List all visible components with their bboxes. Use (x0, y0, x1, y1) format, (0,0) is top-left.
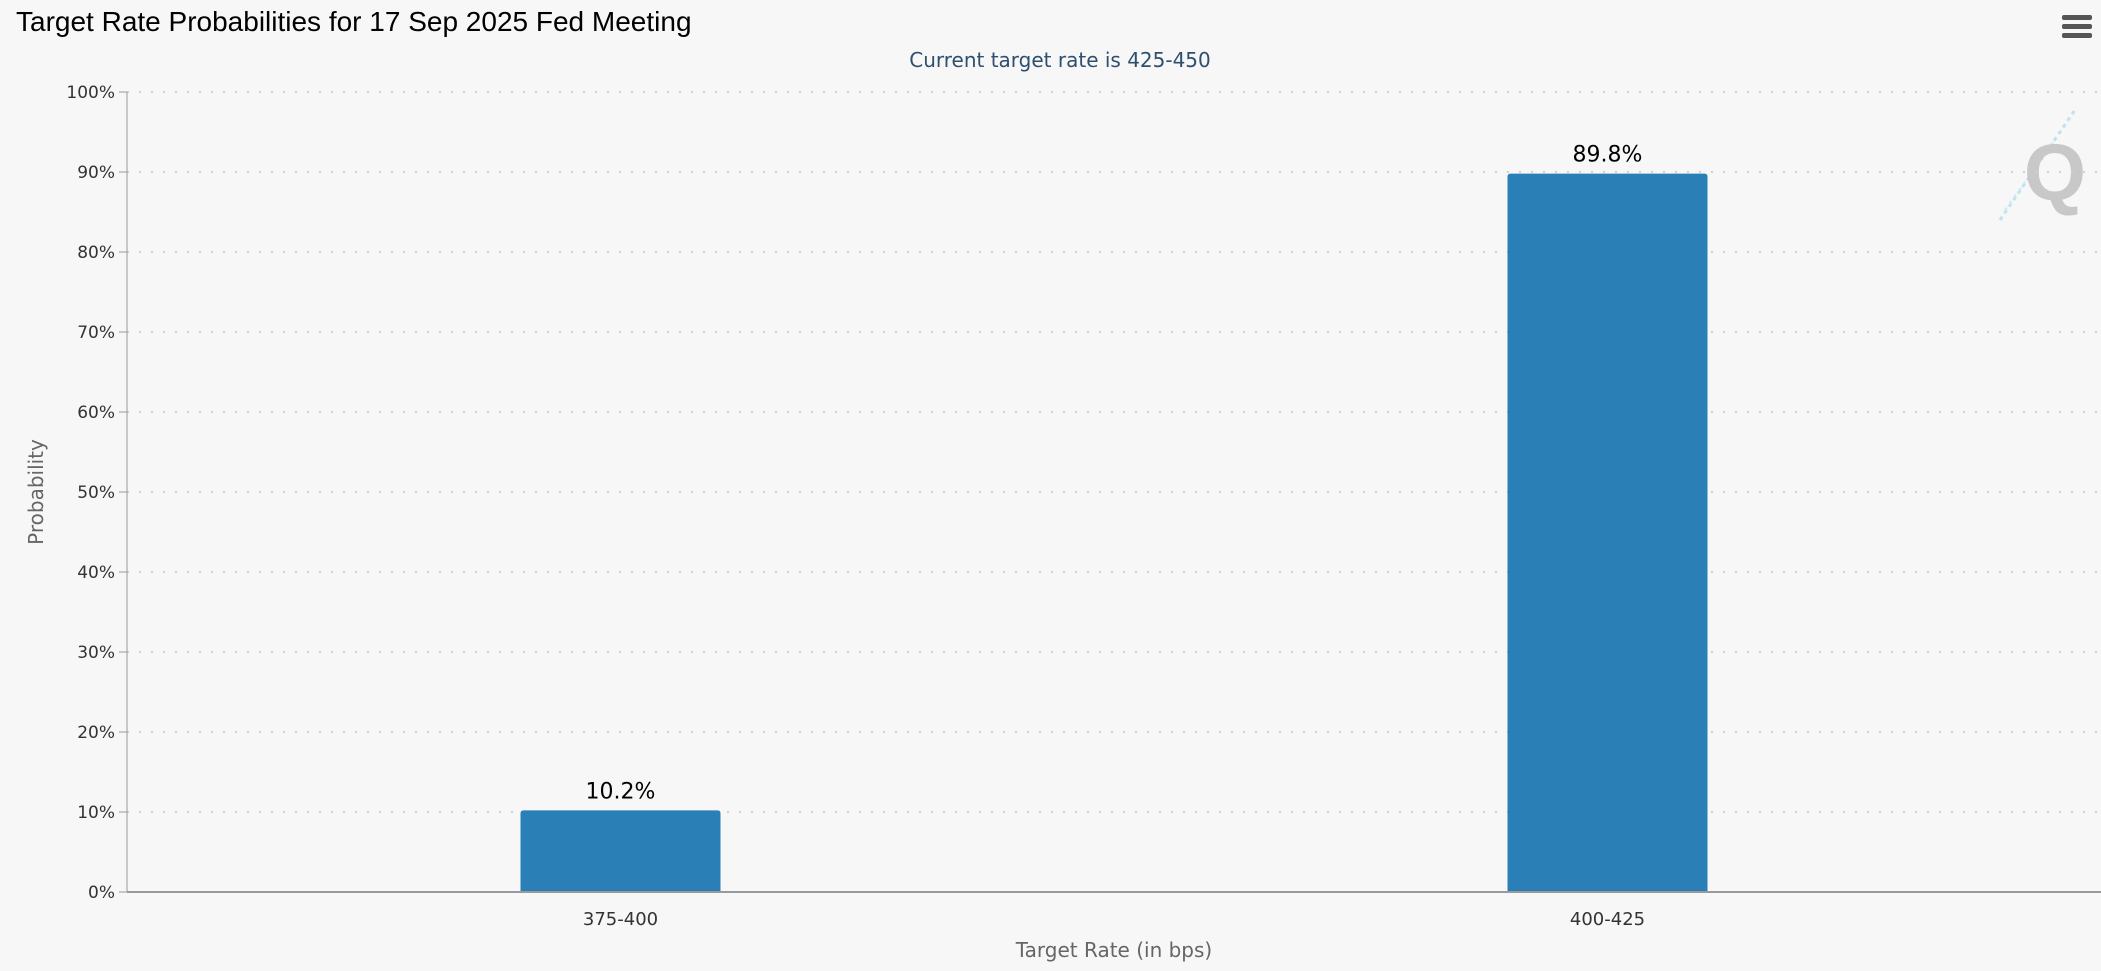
bars: 10.2% 89.8% (520, 143, 1708, 893)
menu-button[interactable] (2062, 12, 2092, 40)
y-tick-label: 100% (66, 83, 115, 103)
page-title: Target Rate Probabilities for 17 Sep 202… (16, 6, 692, 37)
data-label: 10.2% (586, 779, 656, 804)
watermark-logo: Q (1998, 109, 2086, 221)
y-tick-label: 60% (77, 403, 115, 423)
bar-400-425[interactable] (1507, 173, 1708, 893)
y-tick-label: 90% (77, 163, 115, 183)
y-tick-label: 40% (77, 563, 115, 583)
data-label: 89.8% (1573, 143, 1643, 168)
y-tick-label: 70% (77, 323, 115, 343)
y-tick-label: 50% (77, 483, 115, 503)
x-axis-ticks: 375-400 400-425 (583, 909, 1645, 930)
x-tick-label: 400-425 (1570, 909, 1645, 930)
gridlines (127, 91, 2101, 813)
y-axis-ticks: 0% 10% 20% 30% 40% 50% 60% 70% 80% 90% 100% (66, 83, 127, 903)
y-tick-label: 0% (88, 883, 115, 903)
x-tick-label: 375-400 (583, 909, 658, 930)
y-tick-label: 80% (77, 243, 115, 263)
y-tick-label: 30% (77, 643, 115, 663)
bar-375-400[interactable] (520, 810, 721, 892)
x-axis-title: Target Rate (in bps) (1015, 938, 1212, 962)
chart-subtitle: Current target rate is 425-450 (909, 48, 1211, 72)
watermark-letter: Q (2024, 128, 2086, 217)
y-tick-label: 20% (77, 723, 115, 743)
y-tick-label: 10% (77, 803, 115, 823)
y-axis-title: Probability (24, 439, 48, 545)
